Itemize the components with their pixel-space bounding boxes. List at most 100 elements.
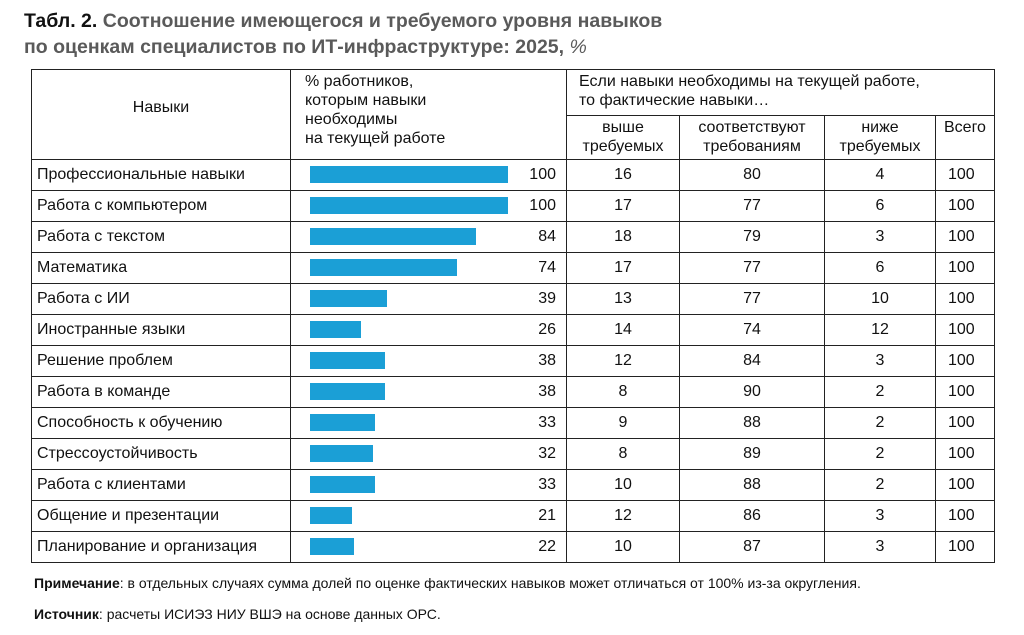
share-cell: 74 [290, 252, 567, 284]
table-row: Работа с компьютером 100 17 77 6 100 [31, 190, 996, 222]
skill-name: Работа в команде [31, 376, 291, 408]
skills-table: Навыки % работников, которым навыки необ… [31, 69, 996, 563]
below-value: 3 [824, 345, 936, 377]
total-value: 100 [934, 407, 996, 439]
title-prefix: Табл. 2. [24, 10, 98, 32]
match-value: 89 [679, 438, 825, 470]
match-value: 74 [679, 314, 825, 346]
share-value: 33 [538, 476, 556, 493]
skill-name: Общение и презентации [31, 500, 291, 532]
share-value: 100 [529, 166, 556, 183]
header-actual-skills-group: Если навыки необходимы на текущей работе… [565, 69, 996, 116]
share-cell: 38 [290, 376, 567, 408]
table-row: Работа в команде 38 8 90 2 100 [31, 376, 996, 408]
header-share-line: которым навыки [305, 92, 427, 109]
header-above: выше требуемых [566, 115, 680, 160]
share-value: 38 [538, 383, 556, 400]
above-value: 14 [566, 314, 680, 346]
skill-name: Планирование и организация [31, 531, 291, 563]
share-cell: 22 [290, 531, 567, 563]
source-text: : расчеты ИСИЭЗ НИУ ВШЭ на основе данных… [98, 606, 441, 622]
share-bar [310, 476, 376, 493]
above-value: 8 [566, 376, 680, 408]
share-bar [310, 445, 374, 462]
share-value: 74 [538, 259, 556, 276]
skill-name: Стрессоустойчивость [31, 438, 291, 470]
above-value: 8 [566, 438, 680, 470]
match-value: 86 [679, 500, 825, 532]
table-body: Профессиональные навыки 100 16 80 4 100 Работа… [31, 159, 996, 563]
footnote-label: Примечание [34, 575, 120, 591]
skill-name: Работа с компьютером [31, 190, 291, 222]
table-row: Работа с ИИ 39 13 77 10 100 [31, 283, 996, 315]
below-value: 3 [824, 221, 936, 253]
total-value: 100 [934, 345, 996, 377]
share-value: 21 [538, 507, 556, 524]
below-value: 6 [824, 190, 936, 222]
above-value: 13 [566, 283, 680, 315]
total-value: 100 [934, 252, 996, 284]
share-bar [310, 290, 388, 307]
share-bar [310, 228, 477, 245]
above-value: 10 [566, 531, 680, 563]
title-line-1: Соотношение имеющегося и требуемого уров… [102, 10, 663, 32]
match-value: 79 [679, 221, 825, 253]
header-total: Всего [934, 115, 996, 160]
header-below: ниже требуемых [824, 115, 936, 160]
total-value: 100 [934, 159, 996, 191]
footnote-text: : в отдельных случаях сумма долей по оце… [119, 575, 861, 591]
below-value: 6 [824, 252, 936, 284]
total-value: 100 [934, 221, 996, 253]
match-value: 77 [679, 252, 825, 284]
header-share-line: на текущей работе [305, 130, 446, 147]
total-value: 100 [934, 190, 996, 222]
total-value: 100 [934, 283, 996, 315]
table-row: Способность к обучению 33 9 88 2 100 [31, 407, 996, 439]
share-cell: 26 [290, 314, 567, 346]
above-value: 12 [566, 345, 680, 377]
header-match: соответствуют требованиям [679, 115, 825, 160]
table-row: Решение проблем 38 12 84 3 100 [31, 345, 996, 377]
share-cell: 38 [290, 345, 567, 377]
match-value: 90 [679, 376, 825, 408]
above-value: 16 [566, 159, 680, 191]
share-bar [310, 259, 457, 276]
share-value: 26 [538, 321, 556, 338]
header-share-line: % работников, [305, 73, 414, 90]
skill-name: Профессиональные навыки [31, 159, 291, 191]
total-value: 100 [934, 376, 996, 408]
title-line-2: по оценкам специалистов по ИТ-инфраструк… [24, 36, 565, 58]
below-value: 2 [824, 469, 936, 501]
table-row: Стрессоустойчивость 32 8 89 2 100 [31, 438, 996, 470]
below-value: 10 [824, 283, 936, 315]
share-bar [310, 538, 354, 555]
match-value: 77 [679, 190, 825, 222]
match-value: 80 [679, 159, 825, 191]
share-bar [310, 166, 508, 183]
share-bar [310, 414, 376, 431]
skill-name: Работа с ИИ [31, 283, 291, 315]
match-value: 87 [679, 531, 825, 563]
table-row: Работа с клиентами 33 10 88 2 100 [31, 469, 996, 501]
share-bar [310, 507, 352, 524]
share-value: 32 [538, 445, 556, 462]
total-value: 100 [934, 438, 996, 470]
match-value: 88 [679, 407, 825, 439]
table-row: Планирование и организация 22 10 87 3 100 [31, 531, 996, 563]
total-value: 100 [934, 314, 996, 346]
source-line: Источник: расчеты ИСИЭЗ НИУ ВШЭ на основ… [34, 606, 441, 622]
table-row: Общение и презентации 21 12 86 3 100 [31, 500, 996, 532]
total-value: 100 [934, 469, 996, 501]
share-bar [310, 321, 362, 338]
share-value: 84 [538, 228, 556, 245]
above-value: 10 [566, 469, 680, 501]
below-value: 2 [824, 438, 936, 470]
share-cell: 100 [290, 159, 567, 191]
skill-name: Работа с текстом [31, 221, 291, 253]
skill-name: Иностранные языки [31, 314, 291, 346]
above-value: 12 [566, 500, 680, 532]
header-below-line: ниже [861, 119, 899, 136]
below-value: 12 [824, 314, 936, 346]
below-value: 2 [824, 376, 936, 408]
below-value: 3 [824, 500, 936, 532]
